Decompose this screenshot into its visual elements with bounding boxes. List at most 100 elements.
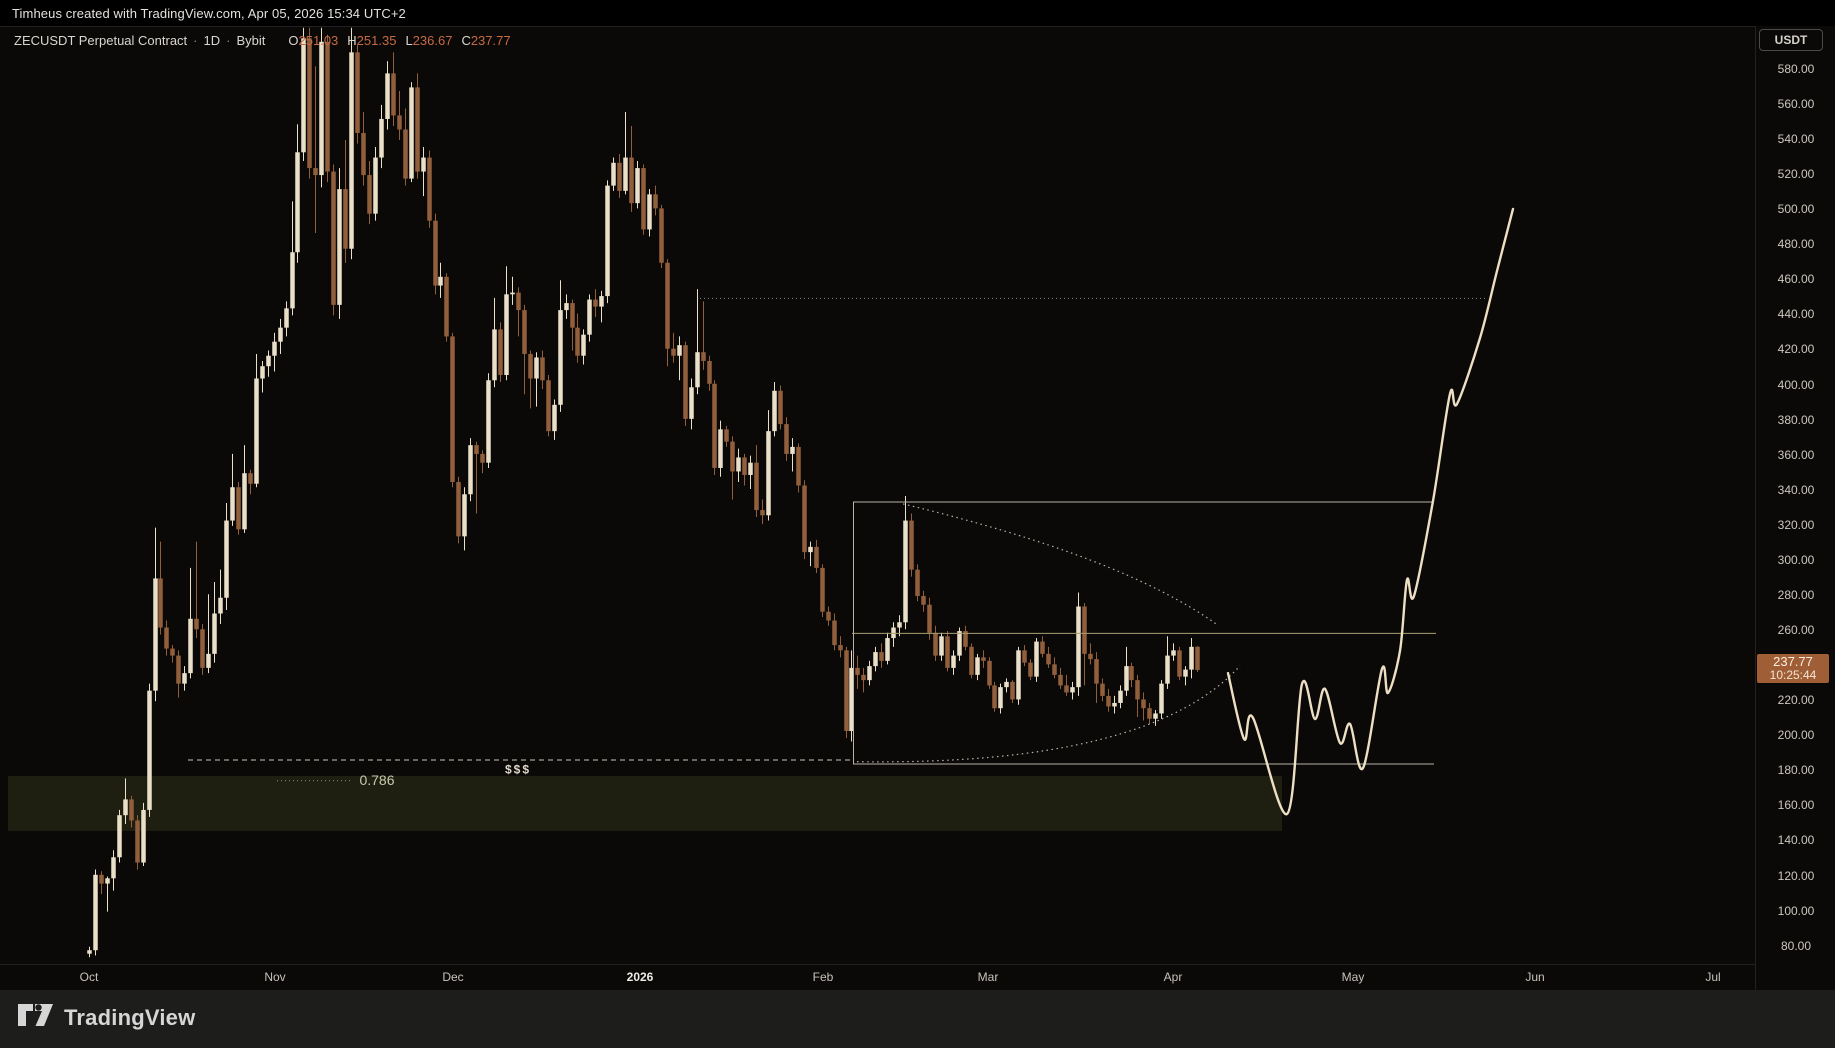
candle-up <box>492 329 497 381</box>
candle-up <box>468 445 473 495</box>
candle-down <box>433 220 438 286</box>
candle-down <box>427 157 432 221</box>
candle-up <box>552 404 557 432</box>
candle-down <box>659 208 664 263</box>
candle-down <box>933 632 938 656</box>
candle-down <box>474 445 479 454</box>
dollar-annotation[interactable]: $$$ <box>505 763 531 777</box>
candle-down <box>1010 681 1015 700</box>
attribution-bar: Timheus created with TradingView.com, Ap… <box>0 0 1835 26</box>
candle-up <box>123 799 128 816</box>
ohlc-value: 236.67 <box>412 33 453 48</box>
candle-down <box>778 390 783 425</box>
candle-up <box>951 655 956 668</box>
candle-down <box>361 132 366 176</box>
candle-up <box>885 638 890 661</box>
candle-down <box>403 129 408 179</box>
candle-up <box>1004 681 1009 688</box>
bar-countdown: 10:25:44 <box>1769 668 1817 683</box>
candle-down <box>1058 674 1063 686</box>
candle-up <box>272 341 277 356</box>
candle-down <box>838 645 843 651</box>
candle-up <box>349 52 354 249</box>
ohlc-key: H <box>347 33 357 48</box>
tradingview-logo-icon <box>18 1004 53 1026</box>
candle-down <box>343 189 348 249</box>
candle-down <box>1022 650 1027 663</box>
candle-up <box>218 597 223 614</box>
wedge-lower-arc[interactable] <box>856 665 1241 763</box>
candle-up <box>677 345 682 356</box>
candle-down <box>456 481 461 537</box>
price-tick-label: 420.00 <box>1777 342 1815 357</box>
ohlc-key: L <box>405 33 413 48</box>
candle-down <box>1195 646 1200 671</box>
time-tick-label: Jul <box>1705 970 1721 984</box>
separator-dot: · <box>193 33 198 48</box>
candle-up <box>736 457 741 472</box>
candle-up <box>385 73 390 119</box>
candle-up <box>260 366 265 379</box>
currency-toggle-button[interactable]: USDT <box>1759 29 1823 51</box>
candle-up <box>534 357 539 379</box>
candle-up <box>718 429 723 468</box>
candle-down <box>742 457 747 475</box>
ohlc-values: O251.03 H251.35 L236.67 C237.77 <box>279 33 510 48</box>
candle-down <box>450 336 455 482</box>
candle-up <box>1076 606 1081 688</box>
candle-up <box>230 487 235 521</box>
candle-up <box>849 667 854 732</box>
candle-down <box>200 629 205 668</box>
candle-down <box>969 646 974 675</box>
time-tick-label: 2026 <box>626 970 654 984</box>
candle-up <box>957 631 962 656</box>
interval-label[interactable]: 1D <box>203 33 221 48</box>
candle-down <box>814 546 819 568</box>
candle-down <box>367 175 372 214</box>
candle-up <box>558 310 563 405</box>
price-axis[interactable]: USDT 237.77 10:25:44 580.00 560.00 540.00 5… <box>1755 26 1835 990</box>
candle-down <box>593 299 598 307</box>
candle-down <box>712 383 717 468</box>
candle-up <box>141 809 146 863</box>
candle-down <box>1100 683 1105 696</box>
candle-up <box>766 431 771 516</box>
candle-up <box>897 622 902 628</box>
price-tick-label: 120.00 <box>1777 868 1815 883</box>
candle-up <box>301 38 306 153</box>
candle-down <box>1082 606 1087 654</box>
candle-up <box>599 296 604 307</box>
tradingview-logo[interactable]: TradingView <box>18 1004 195 1031</box>
candle-down <box>415 87 420 172</box>
candle-down <box>844 650 849 732</box>
candle-down <box>921 595 926 605</box>
candle-down <box>522 310 527 354</box>
candle-up <box>206 653 211 668</box>
candle-up <box>695 352 700 388</box>
chart-pane[interactable]: $$$ 0.786 ZECUSDT Perpetual Contract · 1D · B… <box>0 26 1755 991</box>
plot-area[interactable]: $$$ 0.786 <box>0 27 1755 991</box>
candle-up <box>105 878 110 884</box>
projected-price-path[interactable] <box>1226 207 1515 816</box>
price-tick-label: 400.00 <box>1777 377 1815 392</box>
candle-down <box>707 360 712 384</box>
candle-up <box>212 613 217 654</box>
candle-up <box>873 652 878 667</box>
fib-0786-label[interactable]: 0.786 <box>359 772 394 788</box>
price-tick-label: 320.00 <box>1777 517 1815 532</box>
price-tick-label: 140.00 <box>1777 833 1815 848</box>
candle-down <box>135 820 140 863</box>
candle-down <box>1094 659 1099 684</box>
symbol-header: ZECUSDT Perpetual Contract · 1D · Bybit O251.… <box>14 33 511 48</box>
wedge-upper-arc[interactable] <box>902 503 1217 625</box>
time-axis[interactable]: Oct Nov Dec 2026 Feb Mar Apr May Jun Jul <box>0 964 1755 991</box>
candle-up <box>188 618 193 674</box>
ohlc-key: O <box>288 33 299 48</box>
candle-down <box>1135 680 1140 700</box>
ohlc-key: C <box>461 33 471 48</box>
candle-down <box>760 510 765 516</box>
candle-down <box>879 652 884 661</box>
candle-down <box>313 168 318 176</box>
exchange-label: Bybit <box>236 33 266 48</box>
fib-retracement-zone[interactable] <box>8 775 1282 831</box>
